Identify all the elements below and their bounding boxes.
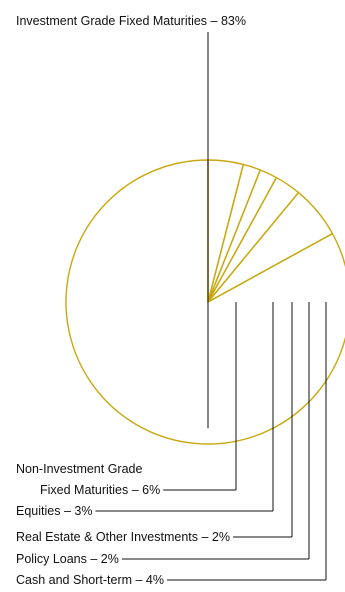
pie-slice	[65, 159, 345, 445]
pie-slice	[207, 191, 334, 303]
pie-slice	[207, 169, 278, 303]
slice-label: Policy Loans – 2%	[16, 552, 119, 566]
pie-slice	[207, 176, 300, 303]
slice-label: Cash and Short-term – 4%	[16, 573, 164, 587]
slice-label: Fixed Maturities – 6%	[40, 483, 160, 497]
pie-slice	[207, 163, 261, 303]
slice-label: Non-Investment Grade	[16, 462, 142, 476]
leader-lines	[95, 32, 327, 581]
pie-slices	[65, 159, 345, 445]
slice-label: Investment Grade Fixed Maturities – 83%	[16, 14, 246, 28]
slice-labels: Investment Grade Fixed Maturities – 83% N…	[16, 14, 246, 587]
slice-label: Real Estate & Other Investments – 2%	[16, 530, 230, 544]
slice-label: Equities – 3%	[16, 504, 92, 518]
